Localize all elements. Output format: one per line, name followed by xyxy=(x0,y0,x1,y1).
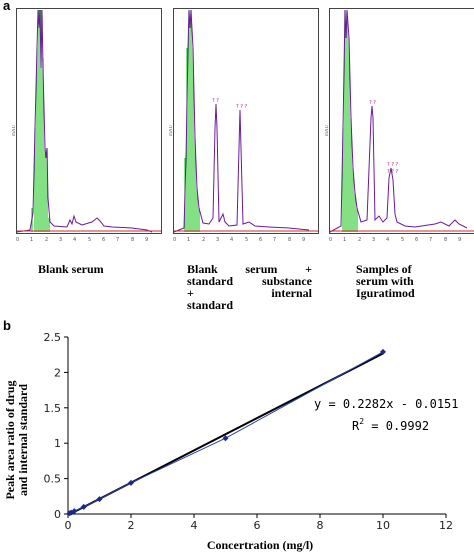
svg-text:5: 5 xyxy=(88,237,91,243)
svg-text:? ? ?: ? ? ? xyxy=(387,169,398,175)
caption-line: standard substance xyxy=(187,274,312,288)
svg-text:3: 3 xyxy=(216,237,219,243)
r-squared-label: R2 = 0.9992 xyxy=(352,417,429,433)
svg-text:6: 6 xyxy=(102,237,105,243)
tick-labels: 0 2 4 6 8 10 12 0 0.5 1 1.5 2 2.5 xyxy=(44,331,454,532)
svg-text:8: 8 xyxy=(444,237,447,243)
caption-line: Blank serum xyxy=(38,262,104,276)
svg-text:2: 2 xyxy=(45,237,48,243)
svg-text:9: 9 xyxy=(302,237,305,243)
x-tick-label: 12 xyxy=(439,519,453,532)
svg-text:6: 6 xyxy=(259,237,262,243)
svg-text:mAU: mAU xyxy=(12,125,17,137)
svg-text:? ? ?: ? ? ? xyxy=(387,162,398,168)
svg-text:0: 0 xyxy=(329,237,332,243)
chromatogram-1-plot: mAU 0 1 2 3 4 5 6 7 8 9 xyxy=(12,8,162,243)
svg-text:5: 5 xyxy=(401,237,404,243)
r-squared-value: = 0.9992 xyxy=(364,419,429,433)
y-axis-title-line: and internal standard xyxy=(16,384,30,496)
r-squared-exponent: 2 xyxy=(359,417,364,426)
svg-text:0: 0 xyxy=(173,237,176,243)
data-point xyxy=(68,509,75,516)
svg-text:2: 2 xyxy=(358,237,361,243)
data-point xyxy=(222,435,229,442)
calibration-plot: 0 2 4 6 8 10 12 0 0.5 1 1.5 2 2.5 y = 0.2282x - 0.01… xyxy=(3,331,459,552)
svg-text:4: 4 xyxy=(230,237,233,243)
chromatogram-3-plot: mAU ? ? ? ? ? ? ? ? 0 1 2 3 4 5 6 7 8 9 xyxy=(325,8,474,243)
calibration-curve: 0 2 4 6 8 10 12 0 0.5 1 1.5 2 2.5 y = 0.2282x - 0.01… xyxy=(0,328,474,552)
y-tick-label: 2 xyxy=(54,366,61,379)
svg-text:? ? ?: ? ? ? xyxy=(236,104,247,110)
data-point xyxy=(128,479,134,486)
chromatogram-2-plot: mAU ? ? ? ? ? 0 1 2 3 4 5 6 7 8 9 xyxy=(169,8,319,243)
x-tick-label: 2 xyxy=(128,519,135,532)
series-lines xyxy=(68,351,384,516)
svg-text:7: 7 xyxy=(429,237,432,243)
svg-text:4: 4 xyxy=(73,237,76,243)
y-axis-title-line: Peak area ratio of drug xyxy=(3,380,17,499)
svg-text:2: 2 xyxy=(202,237,205,243)
svg-text:7: 7 xyxy=(273,237,276,243)
x-tick-label: 0 xyxy=(65,519,72,532)
svg-text:9: 9 xyxy=(458,237,461,243)
caption-blank-serum: Blank serum xyxy=(38,263,104,275)
panel-b-label: b xyxy=(3,318,11,333)
x-tick-label: 6 xyxy=(254,519,261,532)
caption-line: standard xyxy=(187,298,234,312)
plot-axes xyxy=(64,336,447,518)
chromatogram-standard: mAU ? ? ? ? ? 0 1 2 3 4 5 6 7 8 9 xyxy=(169,8,321,258)
data-point xyxy=(80,503,87,510)
data-point xyxy=(71,508,78,515)
svg-text:5: 5 xyxy=(245,237,248,243)
svg-text:1: 1 xyxy=(343,237,346,243)
regression-equation: y = 0.2282x - 0.0151 xyxy=(314,397,459,411)
caption-standard: Blank serum + standard substance + inter… xyxy=(187,263,312,311)
r-squared-symbol: R xyxy=(352,419,360,433)
svg-text:8: 8 xyxy=(288,237,291,243)
svg-text:1: 1 xyxy=(30,237,33,243)
caption-line: + internal xyxy=(187,286,312,300)
x-tick-label: 8 xyxy=(317,519,324,532)
caption-iguratimod: Samples of serum with Iguratimod xyxy=(356,263,446,299)
x-tick-label: 10 xyxy=(376,519,390,532)
svg-text:3: 3 xyxy=(59,237,62,243)
svg-text:? ?: ? ? xyxy=(369,100,376,106)
svg-text:8: 8 xyxy=(131,237,134,243)
data-point xyxy=(380,348,386,355)
y-tick-label: 0.5 xyxy=(44,473,62,486)
chromatogram-blank-serum: mAU 0 1 2 3 4 5 6 7 8 9 xyxy=(12,8,164,258)
data-points xyxy=(66,348,386,517)
y-tick-label: 1 xyxy=(54,437,61,450)
svg-text:7: 7 xyxy=(116,237,119,243)
svg-text:4: 4 xyxy=(386,237,389,243)
y-tick-label: 2.5 xyxy=(44,331,62,344)
caption-line: Iguratimod xyxy=(356,286,415,300)
y-axis-title: Peak area ratio of drug and internal sta… xyxy=(3,380,30,499)
chromatogram-iguratimod: mAU ? ? ? ? ? ? ? ? 0 1 2 3 4 5 6 7 8 9 xyxy=(325,8,474,258)
caption-line: Samples of xyxy=(356,262,412,276)
svg-text:mAU: mAU xyxy=(325,125,330,137)
svg-text:6: 6 xyxy=(415,237,418,243)
y-tick-label: 0 xyxy=(54,508,61,521)
svg-text:9: 9 xyxy=(145,237,148,243)
svg-text:0: 0 xyxy=(16,237,19,243)
svg-text:3: 3 xyxy=(372,237,375,243)
caption-line: serum with xyxy=(356,274,414,288)
svg-text:mAU: mAU xyxy=(169,125,174,137)
y-tick-label: 1.5 xyxy=(44,402,62,415)
data-point xyxy=(96,496,103,503)
caption-line: Blank serum + xyxy=(187,262,312,276)
svg-text:1: 1 xyxy=(187,237,190,243)
svg-text:? ?: ? ? xyxy=(212,98,219,104)
x-axis-title: Concertration (mg/l) xyxy=(207,538,313,552)
x-tick-label: 4 xyxy=(191,519,198,532)
panel-a-label: a xyxy=(3,0,11,13)
